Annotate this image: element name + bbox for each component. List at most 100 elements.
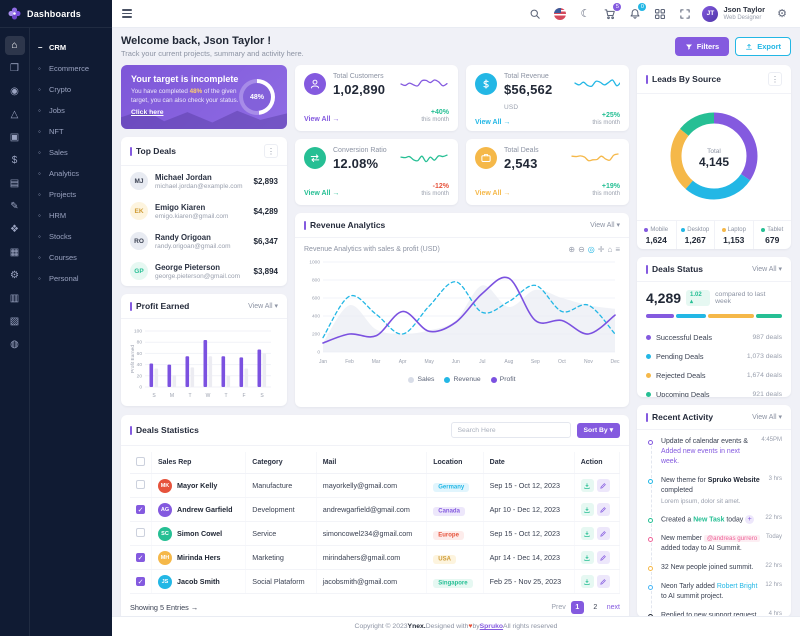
profit-view-all[interactable]: View All ▾ (248, 303, 278, 310)
forms-icon[interactable]: ▤ (9, 178, 20, 189)
download-action-icon[interactable] (580, 575, 594, 588)
column-header[interactable]: Date (483, 452, 575, 474)
filters-button[interactable]: Filters (674, 37, 730, 56)
stat-view-all-link[interactable]: View All → (475, 119, 511, 126)
export-button[interactable]: Export (735, 37, 791, 56)
pagination-prev[interactable]: Prev (551, 604, 566, 611)
brand-name: Dashboards (27, 8, 82, 19)
top-deals-menu-icon[interactable]: ⋮ (264, 144, 278, 158)
column-header[interactable]: Sales Rep (151, 452, 247, 474)
sidebar-item-crm[interactable]: – CRM (38, 43, 67, 52)
deal-row[interactable]: EK Emigo Kiaren emigo.kiaren@gmail.com $… (121, 196, 287, 226)
row-checkbox[interactable]: ✓ (136, 577, 145, 586)
sidebar-item-jobs[interactable]: ◦ Jobs (38, 106, 65, 115)
user-profile[interactable]: JT Json Taylor Web Designer (702, 5, 765, 22)
fullscreen-icon[interactable] (677, 6, 693, 22)
menu-icon[interactable]: ≡ (615, 245, 620, 254)
selection-zoom-icon[interactable]: ◎ (587, 245, 595, 254)
cart-icon[interactable]: 5 (602, 2, 622, 22)
error-icon[interactable]: △ (10, 109, 19, 120)
activity-item: Update of calendar events & Added new ev… (648, 437, 782, 478)
sidebar-item-analytics[interactable]: ◦ Analytics (38, 169, 80, 178)
spruko-link[interactable]: Spruko (479, 623, 504, 630)
sidebar-item-personal[interactable]: ◦ Personal (38, 274, 79, 283)
legend-profit[interactable]: Profit (490, 376, 516, 383)
apps-icon[interactable]: ▣ (9, 132, 20, 143)
row-checkbox[interactable] (136, 528, 145, 537)
table-row[interactable]: MK Mayor Kelly Manufacture mayorkelly@gma… (130, 473, 621, 498)
sidebar-item-nft[interactable]: ◦ NFT (38, 127, 64, 136)
leads-menu-icon[interactable]: ⋮ (768, 72, 782, 86)
zoom-out-icon[interactable]: ⊖ (578, 245, 585, 254)
deal-row[interactable]: GP George Pieterson george.pieterson@gma… (121, 256, 287, 286)
maps-icon[interactable]: ◍ (10, 339, 19, 350)
pagination-next[interactable]: next (606, 604, 620, 611)
row-checkbox[interactable] (136, 480, 145, 489)
zoom-in-icon[interactable]: ⊕ (568, 245, 576, 254)
crypto-icon[interactable]: ◉ (10, 86, 19, 97)
download-action-icon[interactable] (580, 503, 594, 516)
sidebar-item-courses[interactable]: ◦ Courses (38, 253, 77, 262)
column-header[interactable]: Category (245, 452, 317, 474)
table-row[interactable]: ✓ MH Mirinda Hers Marketing mirindahers@g… (130, 545, 621, 570)
pagination-page-1[interactable]: 1 (570, 601, 584, 614)
legend-revenue[interactable]: Revenue (444, 376, 481, 383)
home-icon[interactable]: ⌂ (4, 36, 25, 55)
stat-view-all-link[interactable]: View All → (475, 190, 511, 197)
pan-icon[interactable]: ✛ (597, 245, 605, 254)
hamburger-menu-icon[interactable] (122, 9, 132, 18)
stat-view-all-link[interactable]: View All → (304, 190, 340, 197)
sidebar-item-projects[interactable]: ◦ Projects (38, 190, 77, 199)
sidebar-item-crypto[interactable]: ◦ Crypto (38, 85, 72, 94)
search-icon[interactable] (527, 6, 543, 22)
column-header[interactable]: Mail (316, 452, 428, 474)
download-action-icon[interactable] (580, 551, 594, 564)
svg-text:Jul: Jul (479, 359, 485, 365)
apps-grid-icon[interactable] (652, 6, 668, 22)
edit-action-icon[interactable] (596, 527, 610, 540)
language-flag-icon[interactable] (552, 6, 568, 22)
stat-view-all-link[interactable]: View All → (304, 116, 340, 123)
revenue-view-all[interactable]: View All ▾ (590, 222, 620, 229)
sidebar-item-ecommerce[interactable]: ◦ Ecommerce (38, 64, 90, 73)
sort-by-button[interactable]: Sort By ▾ (576, 422, 620, 438)
dark-mode-icon[interactable]: ☾ (580, 8, 591, 20)
settings-icon[interactable]: ⚙ (10, 270, 19, 281)
sidebar-logo[interactable]: Dashboards (0, 0, 112, 28)
edit-action-icon[interactable] (596, 503, 610, 516)
edit-action-icon[interactable] (596, 575, 610, 588)
tables-icon[interactable]: ▥ (9, 293, 20, 304)
column-header[interactable]: Location (426, 452, 484, 474)
notifications-bell-icon[interactable]: 0 (627, 2, 647, 22)
widgets-icon[interactable]: ❖ (10, 224, 19, 235)
table-row[interactable]: ✓ JS Jacob Smith Social Plataform jacobsm… (130, 569, 621, 594)
home-reset-icon[interactable]: ⌂ (607, 245, 613, 254)
pagination-page-2[interactable]: 2 (593, 604, 598, 611)
deal-row[interactable]: MJ Michael Jordan michael.jordan@example… (121, 166, 287, 196)
download-action-icon[interactable] (580, 479, 594, 492)
media-icon[interactable]: ▧ (9, 316, 20, 327)
column-header[interactable]: Action (574, 452, 621, 474)
pages-icon[interactable]: ❒ (10, 63, 19, 74)
deals-status-view-all[interactable]: View All ▾ (752, 266, 782, 273)
auth-icon[interactable]: ✎ (10, 201, 19, 212)
download-action-icon[interactable] (580, 527, 594, 540)
sidebar-item-hrm[interactable]: ◦ HRM (38, 211, 67, 220)
deal-row[interactable]: RO Randy Origoan randy.origoan@gmail.com… (121, 226, 287, 256)
settings-gear-icon[interactable]: ⚙ (777, 8, 787, 20)
sidebar-item-stocks[interactable]: ◦ Stocks (38, 232, 72, 241)
table-row[interactable]: SC Simon Cowel Service simoncowel234@gmai… (130, 521, 621, 546)
edit-action-icon[interactable] (596, 551, 610, 564)
table-search-input[interactable] (450, 422, 571, 438)
sales-icon[interactable]: $ (11, 155, 18, 166)
elements-icon[interactable]: ▦ (9, 247, 20, 258)
activity-view-all[interactable]: View All ▾ (752, 414, 782, 421)
legend-sales[interactable]: Sales (408, 376, 434, 383)
select-all-checkbox[interactable] (136, 457, 145, 466)
row-checkbox[interactable]: ✓ (136, 553, 145, 562)
table-row[interactable]: ✓ AG Andrew Garfield Development andrewga… (130, 497, 621, 522)
click-here-link[interactable]: Click here (131, 108, 164, 116)
sidebar-item-sales[interactable]: ◦ Sales (38, 148, 68, 157)
row-checkbox[interactable]: ✓ (136, 505, 145, 514)
edit-action-icon[interactable] (596, 479, 610, 492)
